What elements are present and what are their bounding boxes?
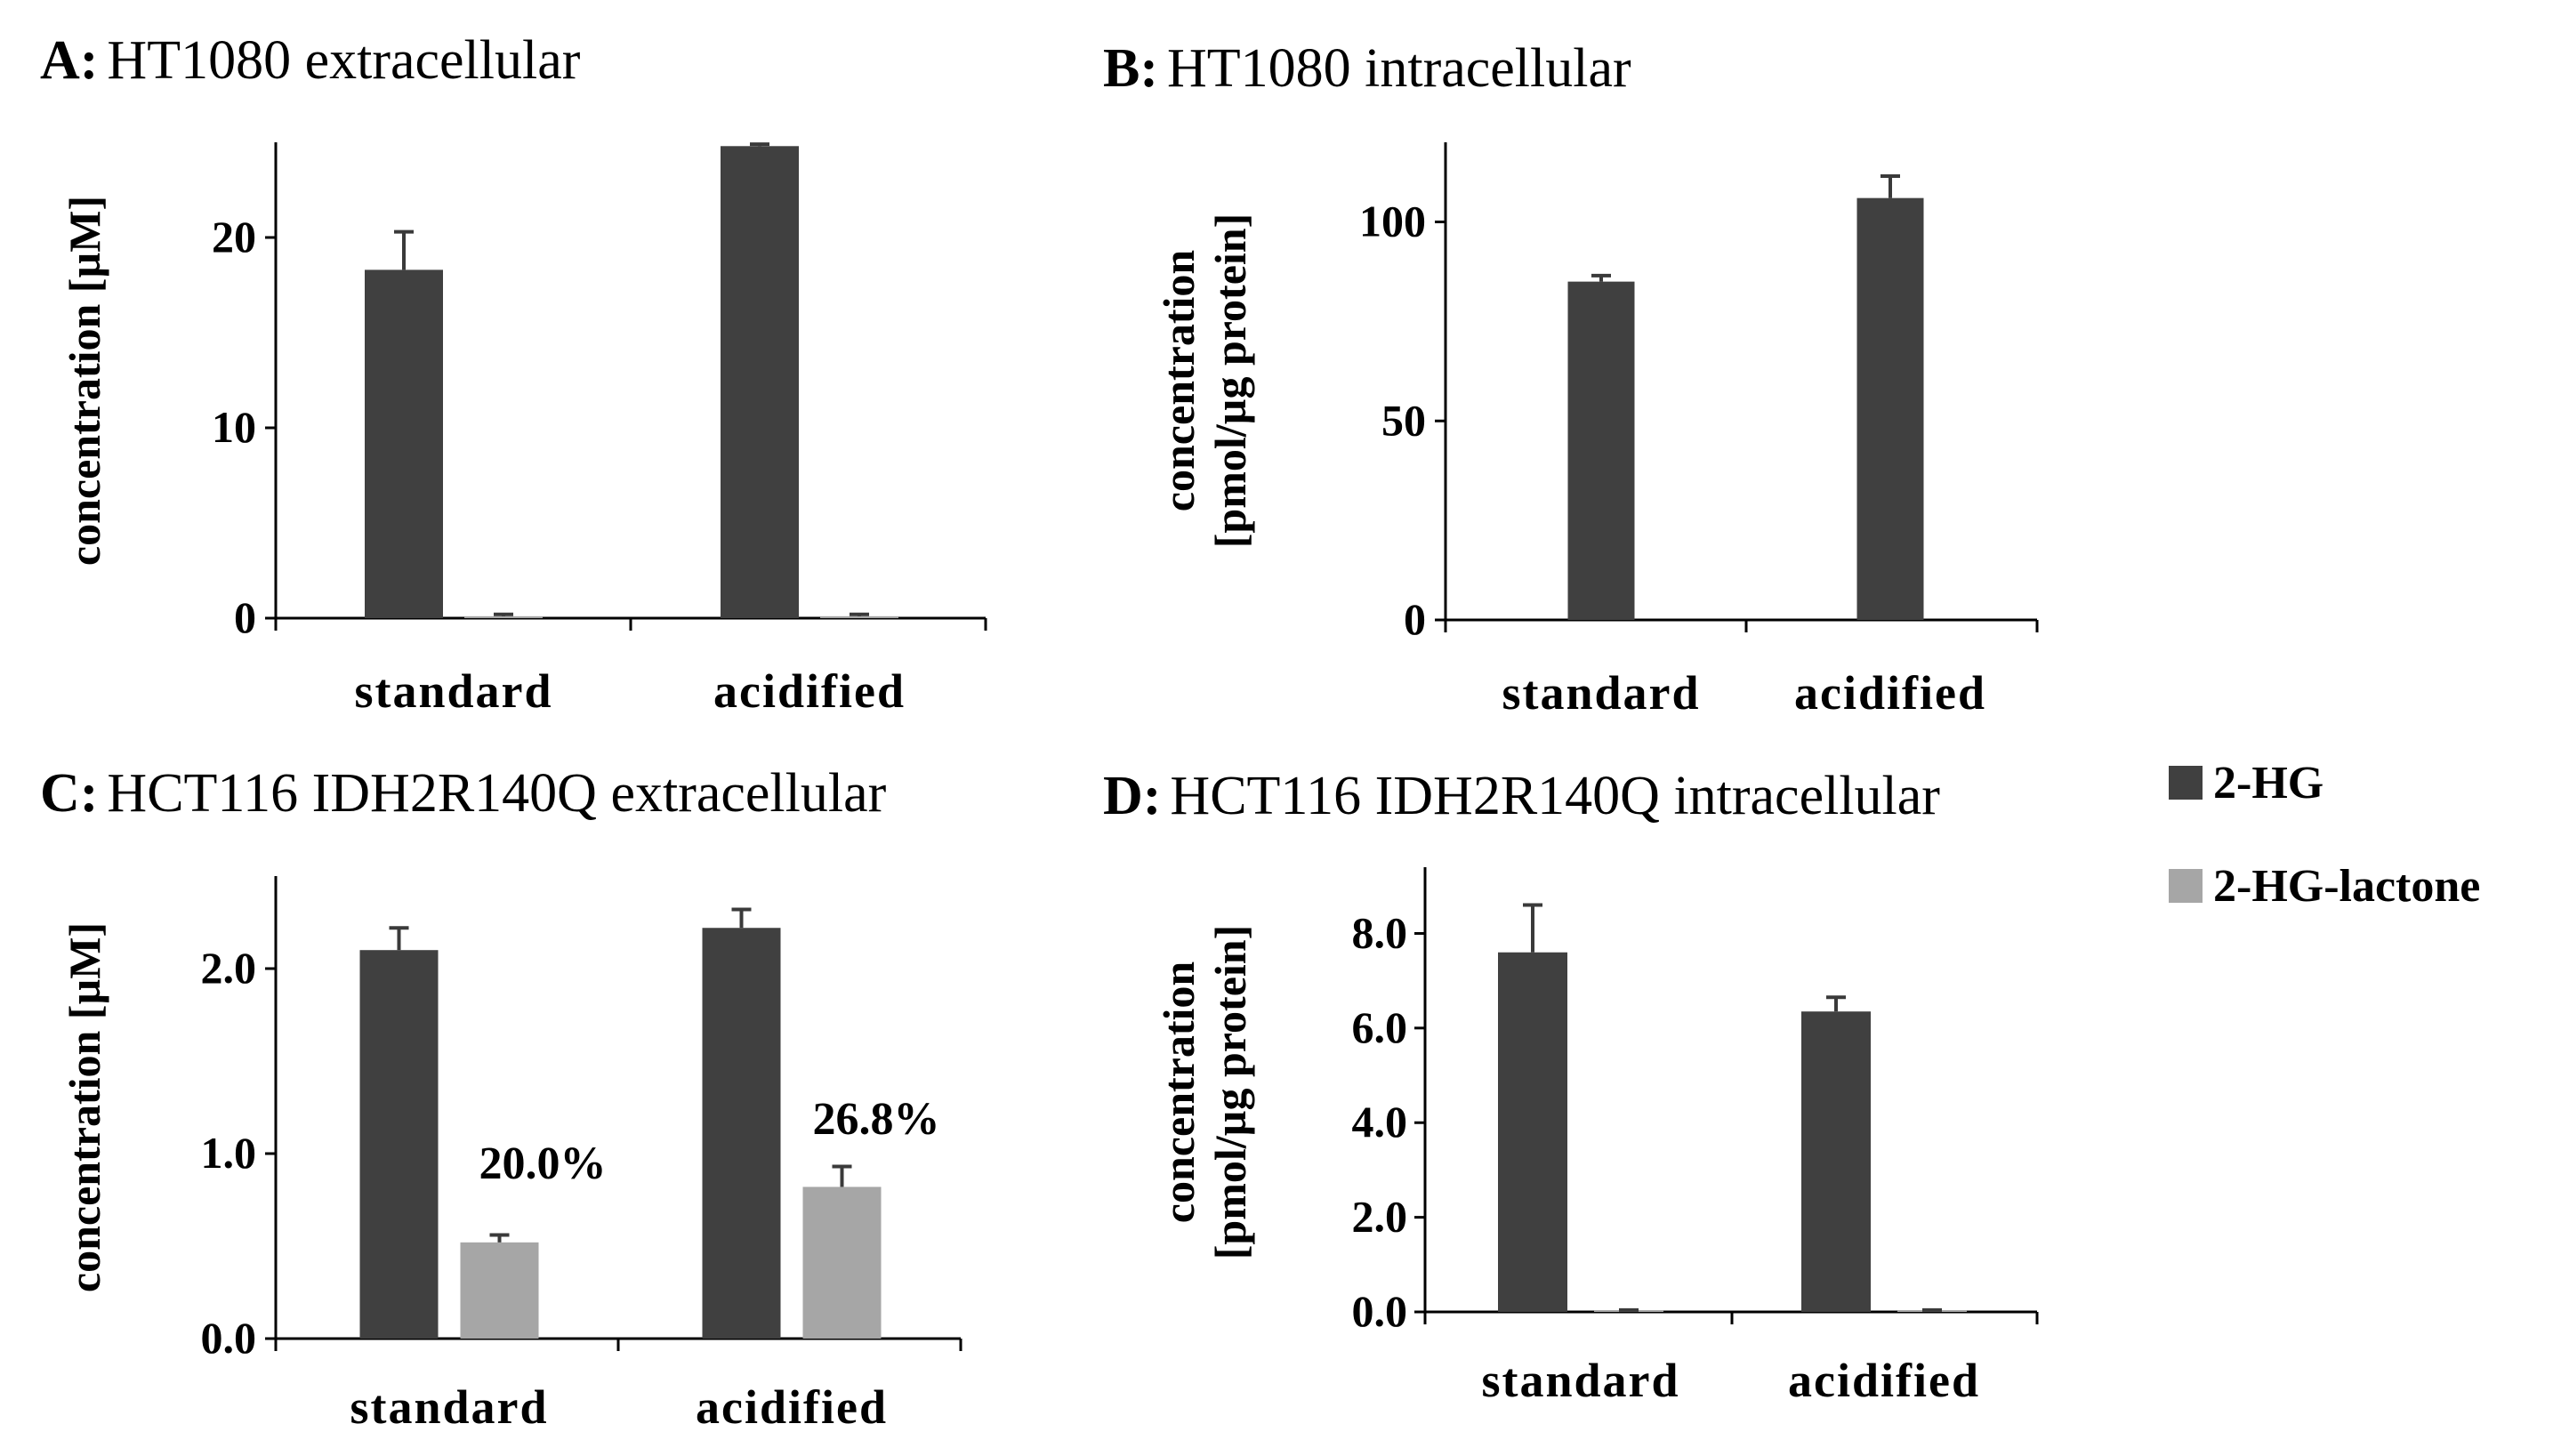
panel-title: A: HT1080 extracellular xyxy=(40,30,581,91)
panel-a: A: HT1080 extracellular 0 10 20 concentration… xyxy=(40,30,987,718)
category-label: standard xyxy=(354,664,552,718)
panel-d: D: HCT116 IDH2R140Q intracellular 0.0 2.0 4.… xyxy=(1103,766,2039,1407)
panel-letter: A: xyxy=(40,30,98,91)
panel-title: C: HCT116 IDH2R140Q extracellular xyxy=(40,763,887,824)
panel-letter: B: xyxy=(1103,38,1158,99)
legend-label: 2-HG-lactone xyxy=(2213,861,2480,912)
y-tick-label: 6.0 xyxy=(1352,1002,1408,1052)
y-axis-title-line: [pmol/µg protein] xyxy=(1205,925,1255,1260)
category-label: acidified xyxy=(696,1380,888,1434)
y-axis-title-line: concentration xyxy=(1154,961,1204,1224)
y-axis-title: concentration [µM] xyxy=(60,196,109,566)
bar-2-hg-standard xyxy=(365,269,443,618)
category-label: acidified xyxy=(713,664,906,718)
category-label: standard xyxy=(1481,1354,1679,1407)
y-tick-label: 50 xyxy=(1381,395,1426,445)
y-tick-label: 2.0 xyxy=(201,943,257,993)
category-label: standard xyxy=(350,1380,548,1434)
y-axis-title: concentration [µM] xyxy=(60,922,109,1292)
panel-letter: C: xyxy=(40,763,98,824)
bar-2-hg-acidified xyxy=(702,928,781,1339)
y-tick-label: 1.0 xyxy=(201,1128,257,1178)
y-axis-title: concentration[pmol/µg protein] xyxy=(1154,213,1255,549)
y-tick-label: 100 xyxy=(1359,197,1426,246)
category-label: acidified xyxy=(1794,666,1986,720)
bar-2-hg-acidified xyxy=(1801,1011,1871,1312)
bar-2-hg-standard xyxy=(1498,952,1567,1312)
legend-swatch xyxy=(2169,869,2203,903)
panel-title: D: HCT116 IDH2R140Q intracellular xyxy=(1103,766,1940,826)
y-axis-title-line: concentration [µM] xyxy=(60,922,109,1292)
y-tick-label: 0 xyxy=(1404,594,1426,644)
panel-title-text: HCT116 IDH2R140Q extracellular xyxy=(107,763,886,824)
bar-2-hg-standard xyxy=(1567,281,1635,620)
legend-label: 2-HG xyxy=(2213,758,2323,808)
bar-2-hg-lactone-acidified xyxy=(802,1187,882,1339)
panel-title-text: HCT116 IDH2R140Q intracellular xyxy=(1170,766,1940,826)
data-label: 26.8% xyxy=(813,1094,940,1145)
data-label: 20.0% xyxy=(479,1138,607,1189)
y-tick-label: 8.0 xyxy=(1352,907,1408,957)
y-tick-label: 0 xyxy=(234,592,256,642)
panel-title: B: HT1080 intracellular xyxy=(1103,38,1631,99)
panel-b: B: HT1080 intracellular 0 50 100 concentratio… xyxy=(1103,38,2039,720)
panel-letter: D: xyxy=(1103,766,1161,826)
y-tick-label: 0.0 xyxy=(201,1313,257,1363)
y-axis-title-line: [pmol/µg protein] xyxy=(1205,213,1255,549)
y-tick-label: 10 xyxy=(212,402,256,452)
bar-2-hg-lactone-standard xyxy=(464,615,543,618)
panel-title-text: HT1080 intracellular xyxy=(1167,38,1631,99)
legend-swatch xyxy=(2169,766,2203,800)
y-axis-title: concentration[pmol/µg protein] xyxy=(1154,925,1255,1260)
y-tick-label: 0.0 xyxy=(1352,1286,1408,1336)
y-axis-title-line: concentration xyxy=(1154,250,1204,512)
bar-2-hg-lactone-standard xyxy=(460,1242,539,1339)
panel-title-text: HT1080 extracellular xyxy=(107,30,580,91)
legend: 2-HG 2-HG-lactone xyxy=(2169,758,2480,912)
bar-2-hg-lactone-acidified xyxy=(820,615,898,618)
bar-2-hg-standard xyxy=(359,950,439,1339)
panel-c: C: HCT116 IDH2R140Q extracellular 0.0 1.0 2.… xyxy=(40,763,962,1434)
y-tick-label: 2.0 xyxy=(1352,1192,1408,1242)
category-label: acidified xyxy=(1788,1354,1980,1407)
y-tick-label: 4.0 xyxy=(1352,1097,1408,1146)
category-label: standard xyxy=(1502,666,1700,720)
y-axis-title-line: concentration [µM] xyxy=(60,196,109,566)
y-tick-label: 20 xyxy=(212,212,256,261)
bar-2-hg-acidified xyxy=(1856,197,1924,620)
bar-2-hg-acidified xyxy=(721,146,799,618)
